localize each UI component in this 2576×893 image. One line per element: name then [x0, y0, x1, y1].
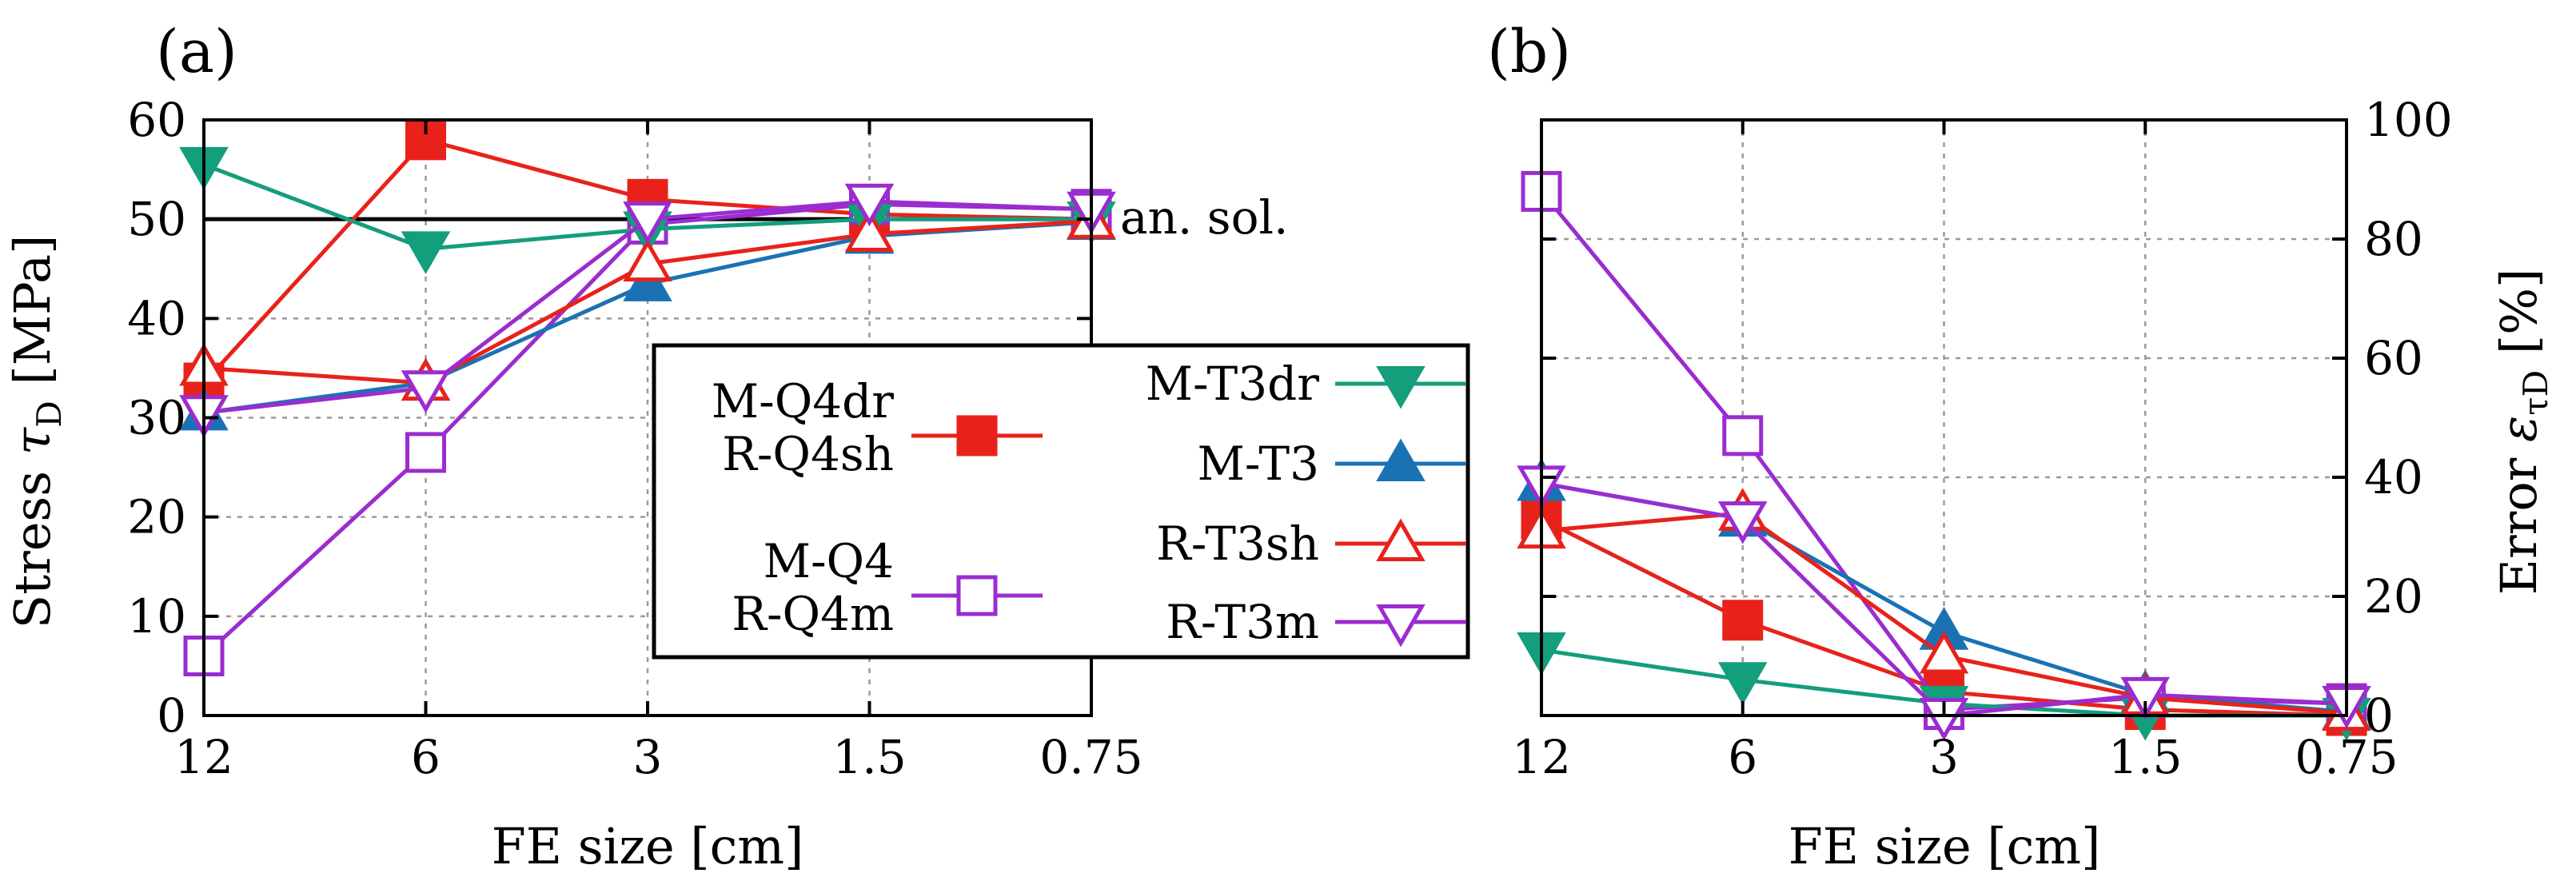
x-tick-label: 6: [1728, 730, 1757, 784]
x-tick-label: 3: [1929, 730, 1959, 784]
data-point: [623, 201, 672, 245]
legend-swatch-marker: [1376, 438, 1426, 482]
legend-label: M-Q4: [764, 534, 894, 588]
data-point: [401, 231, 451, 274]
legend-label: M-T3: [1197, 437, 1319, 491]
legend-swatch-marker: [956, 575, 998, 616]
y-tick-label: 40: [2364, 450, 2423, 504]
data-point: [844, 183, 895, 227]
y-tick-label: 20: [2364, 569, 2423, 624]
x-tick-label: 0.75: [2295, 730, 2398, 784]
legend-swatch-marker: [1376, 518, 1426, 562]
panel-a: (a) an. sol. 12 6 3 1.5 0.75 0 10 20 30 40 50 60 FE…: [3, 18, 1470, 875]
legend-swatch-marker: [1376, 365, 1426, 409]
x-tick-label: 6: [411, 730, 441, 784]
legend-swatch-marker: [956, 415, 998, 456]
panel-b: (b) 12 6 3 1.5 0.750 20 40 60 80 100 FE size [cm]…: [1487, 18, 2555, 875]
x-tick-label: 12: [174, 730, 233, 784]
data-point: [844, 209, 895, 252]
x-tick-label: 1.5: [2108, 730, 2182, 784]
y-tick-label: 20: [127, 490, 186, 544]
data-point: [401, 370, 451, 413]
data-point: [2120, 676, 2171, 720]
panel-b-ylabel: Error ετD [%]: [2490, 269, 2555, 595]
data-point: [1919, 631, 1969, 674]
legend-entry-R-T3sh: R-T3sh: [1156, 516, 1466, 571]
panel-a-reference: an. sol.: [204, 190, 1288, 245]
legend-entry-R-T3m: R-T3m: [1166, 595, 1466, 649]
data-point: [623, 238, 672, 282]
y-tick-label: 100: [2364, 93, 2453, 147]
y-tick-label: 0: [157, 688, 186, 743]
legend-box: [652, 343, 1470, 660]
panel-a-xlabel: FE size [cm]: [492, 817, 804, 875]
legend-entry-M-T3dr: M-T3dr: [1146, 357, 1466, 411]
panel-b-xlabel: FE size [cm]: [1788, 817, 2101, 875]
legend-label: M-Q4dr: [712, 374, 895, 429]
y-tick-label: 10: [127, 589, 186, 644]
panel-a-series: [179, 119, 1116, 676]
legend-swatch-marker: [1376, 604, 1426, 648]
x-tick-label: 12: [1512, 730, 1571, 784]
panel-a-label: (a): [156, 18, 237, 86]
legend-label: R-Q4sh: [722, 427, 894, 481]
data-point: [1717, 501, 1768, 544]
legend-label: R-T3m: [1166, 595, 1319, 649]
y-tick-label: 30: [127, 391, 186, 445]
data-point: [405, 432, 446, 473]
data-point: [1722, 600, 1764, 641]
legend-label: R-Q4m: [732, 587, 894, 641]
y-tick-label: 60: [127, 93, 186, 147]
x-tick-label: 3: [633, 730, 663, 784]
data-point: [1919, 697, 1969, 741]
panel-b-ticks: 12 6 3 1.5 0.750 20 40 60 80 100: [1512, 93, 2453, 784]
y-tick-label: 0: [2364, 688, 2394, 743]
legend-label: M-T3dr: [1146, 357, 1320, 411]
legend-entry-M-Q4: M-Q4R-Q4m: [732, 534, 1043, 641]
legend-entry-M-T3: M-T3: [1197, 437, 1466, 491]
y-tick-label: 80: [2364, 212, 2423, 266]
panel-a-ylabel: Stress τD [MPa]: [3, 235, 69, 629]
panel-b-label: (b): [1487, 18, 1571, 86]
y-tick-label: 60: [2364, 331, 2423, 385]
data-point: [1722, 415, 1764, 456]
legend-label: R-T3sh: [1156, 516, 1319, 571]
data-point: [1717, 662, 1768, 705]
x-tick-label: 0.75: [1039, 730, 1142, 784]
analytical-solution-label: an. sol.: [1120, 190, 1288, 245]
y-tick-label: 40: [127, 291, 186, 345]
y-tick-label: 50: [127, 192, 186, 246]
x-tick-label: 1.5: [832, 730, 906, 784]
